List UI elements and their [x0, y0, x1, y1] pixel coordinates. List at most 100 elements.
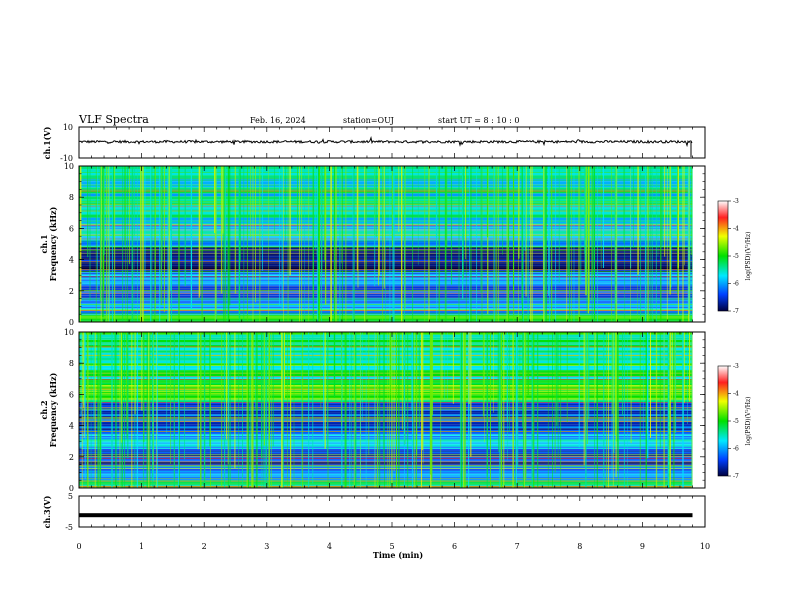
- ch3-ytick-top: 5: [68, 492, 73, 501]
- time-tick-label: 3: [264, 542, 269, 551]
- time-tick-label: 7: [515, 542, 520, 551]
- spectrogram-band: [79, 481, 693, 483]
- spectrogram-band: [79, 453, 693, 455]
- time-tick-label: 1: [139, 542, 144, 551]
- spectrogram-band: [79, 480, 693, 481]
- ch3-waveform-line: [79, 513, 693, 518]
- spectrogram-band: [79, 410, 693, 413]
- spectrogram-band: [79, 402, 693, 404]
- date-label: Feb. 16, 2024: [250, 116, 306, 125]
- ch1-ylabel: ch.1(V): [42, 126, 52, 159]
- spectrogram-band: [79, 438, 693, 440]
- spectrogram-band: [79, 376, 693, 379]
- time-tick-label: 6: [452, 542, 457, 551]
- ch1-spectrogram-xticks: [78, 166, 706, 322]
- spectrogram-band: [79, 474, 693, 475]
- time-tick-label: 2: [202, 542, 207, 551]
- spectrogram-band: [79, 482, 693, 484]
- spectrogram-band: [79, 416, 693, 418]
- spectrogram-band: [79, 463, 693, 465]
- ch1-colorbar-scale: [717, 200, 729, 312]
- ch3-ylabel: ch.3(V): [42, 495, 52, 528]
- ch2-spectrogram-image: [79, 332, 705, 488]
- spectrogram-band: [79, 435, 693, 436]
- colorbar-tick-label: -6: [733, 446, 739, 453]
- spectrogram-band: [79, 458, 693, 460]
- ch1-waveform-panel: 10 -10 ch.1(V): [42, 123, 706, 163]
- spectrogram-band: [79, 436, 693, 437]
- spectrogram-band: [79, 358, 693, 361]
- spectrogram-band: [79, 431, 693, 434]
- spectrogram-band: [79, 399, 693, 401]
- spectrogram-band: [79, 390, 693, 392]
- spectrogram-band: [79, 429, 693, 432]
- ch2-colorbar-scale: [717, 365, 729, 477]
- spectrogram-band: [79, 470, 693, 472]
- spectrogram-band: [79, 444, 693, 446]
- colorbar-tick-label: -6: [733, 281, 739, 288]
- frequency-tick-label: 0: [69, 484, 74, 493]
- spectrogram-band: [79, 448, 693, 449]
- spectrogram-band: [79, 433, 693, 435]
- frequency-tick-label: 8: [69, 359, 74, 368]
- spectrogram-band: [79, 421, 693, 423]
- spectrogram-band: [79, 380, 693, 382]
- time-tick-label: 9: [640, 542, 645, 551]
- spectrogram-band: [79, 337, 693, 340]
- spectrogram-band: [79, 467, 693, 469]
- spectrogram-band: [79, 434, 693, 436]
- spectrogram-band: [79, 347, 693, 351]
- spectrogram-band: [79, 409, 693, 411]
- ch2-spectrogram-ylabel-frequency: Frequency (kHz): [48, 372, 58, 447]
- time-axis-ticklabels: 0 1 2 3 4 5 6 7 8 9 10: [76, 542, 710, 551]
- ch3-ytick-bottom: -5: [65, 523, 73, 532]
- frequency-tick-label: 0: [69, 318, 74, 327]
- figure-title: VLF Spectra: [78, 113, 149, 126]
- spectrogram-band: [79, 423, 693, 425]
- ch2-colorbar: -3 -4 -5 -6 -7 log(PSD)(V²/Hz): [717, 363, 752, 480]
- colorbar-tick-label: -5: [733, 253, 739, 260]
- spectrogram-band: [79, 371, 693, 374]
- spectrogram-band: [79, 483, 693, 485]
- spectrogram-band: [79, 350, 693, 353]
- frequency-tick-label: 8: [69, 193, 74, 202]
- spectrogram-blank: [692, 332, 705, 488]
- spectrogram-band: [79, 484, 693, 486]
- ch2-spectrogram-yticks: 0 2 4 6 8 10: [64, 328, 705, 493]
- spectrogram-band: [79, 484, 693, 485]
- time-tick-label: 0: [76, 542, 81, 551]
- spectrogram-band: [79, 403, 693, 406]
- spectrogram-band: [79, 452, 693, 454]
- spectrogram-band: [79, 352, 693, 356]
- spectrogram-band: [79, 475, 693, 477]
- spectrogram-band: [79, 397, 693, 399]
- spectrogram-band: [79, 476, 693, 478]
- spectrogram-band: [79, 394, 693, 396]
- ch1-spectrogram-ylabel-frequency: Frequency (kHz): [48, 206, 58, 281]
- colorbar-tick-label: -4: [733, 391, 739, 398]
- time-axis-label: Time (min): [373, 550, 423, 560]
- spectrogram-band: [79, 477, 693, 479]
- spectrogram-band: [79, 483, 693, 484]
- ch1-colorbar-label: log(PSD)(V²/Hz): [745, 232, 752, 281]
- colorbar-tick-label: -5: [733, 418, 739, 425]
- spectrogram-band: [79, 482, 693, 483]
- spectrogram-band: [79, 479, 693, 481]
- frequency-tick-label: 6: [69, 390, 74, 399]
- spectrogram-band: [79, 471, 693, 473]
- spectrogram-band: [79, 459, 693, 461]
- spectrogram-band: [79, 387, 693, 390]
- spectrogram-band: [79, 381, 693, 383]
- ch3-waveform-ticks: [78, 496, 706, 527]
- spectrogram-band: [79, 469, 693, 471]
- frequency-tick-label: 4: [69, 422, 74, 431]
- spectrogram-band: [79, 393, 693, 395]
- frequency-tick-label: 10: [64, 162, 74, 171]
- spectrogram-blank: [692, 166, 705, 322]
- spectrogram-band: [79, 449, 693, 450]
- spectrogram-band: [79, 468, 693, 470]
- spectrogram-band: [79, 355, 693, 358]
- spectrogram-band: [79, 443, 693, 445]
- spectrogram-band: [79, 473, 693, 475]
